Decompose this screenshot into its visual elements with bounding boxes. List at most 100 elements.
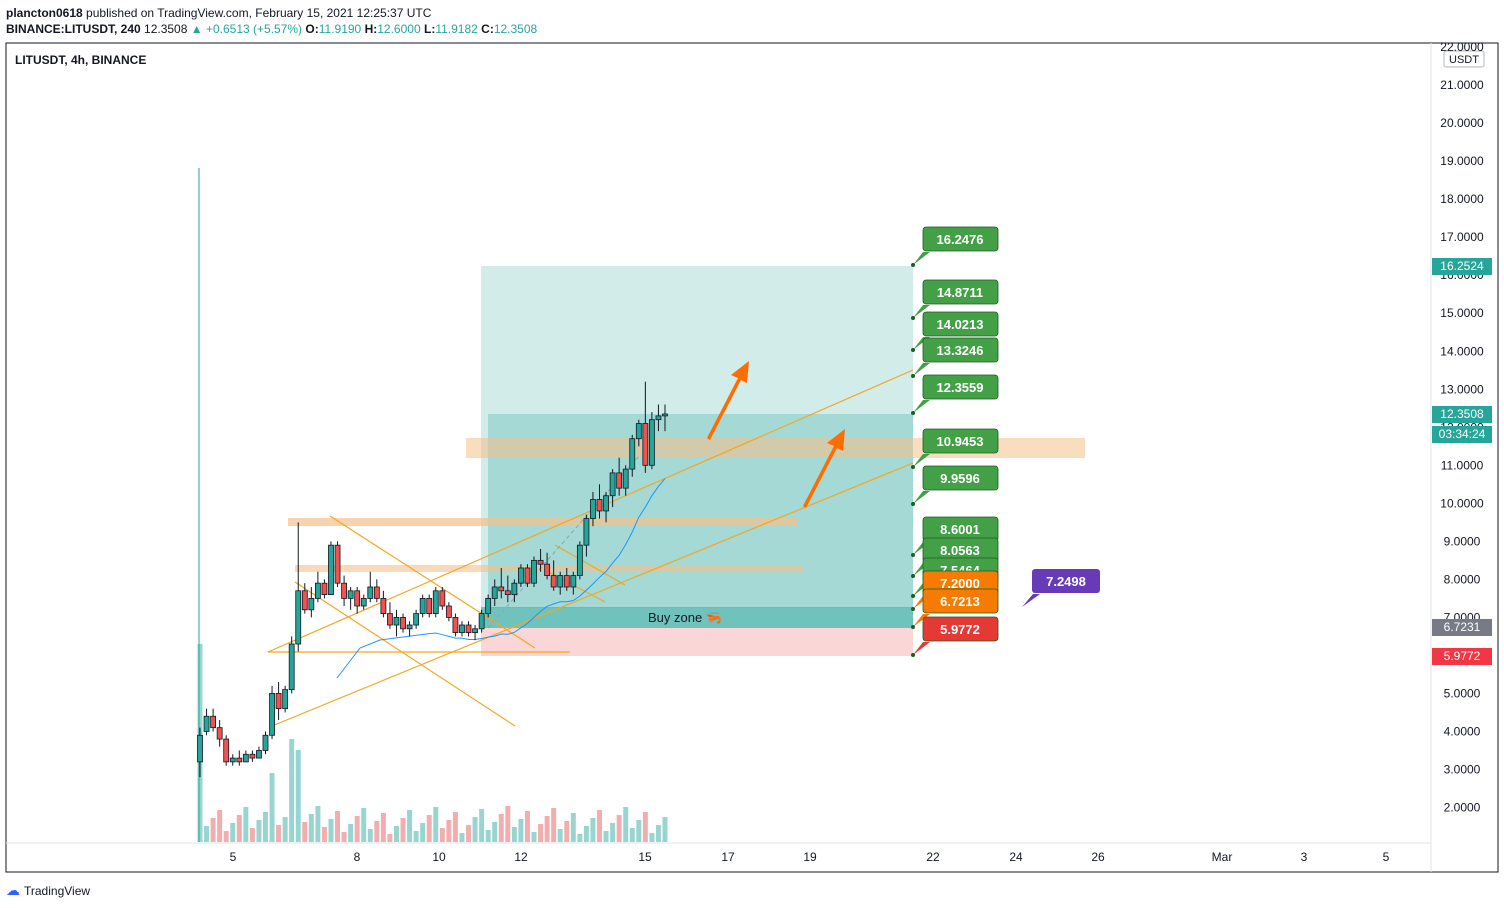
target-label-box [922,588,999,614]
target-label[interactable]: 13.3246 [911,337,999,378]
candle-body [203,715,210,732]
target-label[interactable]: 14.0213 [911,311,999,352]
candle-body [314,582,321,599]
candle-body [288,643,295,691]
volume-bar [570,813,576,842]
target-label[interactable]: 10.9453 [911,428,999,469]
candle-body [393,617,400,626]
publish-info: plancton0618 published on TradingView.co… [6,6,431,20]
footer-brand-text: TradingView [24,883,91,898]
candle-body [459,624,465,634]
volume-bar [610,823,616,842]
target-anchor-dot [911,594,915,598]
y-tick-label: 21.0000 [1440,78,1484,92]
volume-bar [564,821,570,842]
candle-body [360,597,367,607]
chart-legend-symbol: LITUSDT, 4h, BINANCE [15,53,146,67]
target-label[interactable]: 8.0563 [911,537,999,578]
volume-bar [400,818,406,842]
volume-bar [466,825,472,842]
y-tick-label: 19.0000 [1440,154,1484,168]
volume-bar [459,833,465,842]
candle-body [380,597,387,614]
candle-body [537,559,544,565]
target-label[interactable]: 5.9772 [911,616,999,657]
volume-bar [603,831,609,842]
volume-bar [413,831,419,842]
target-label[interactable]: 16.2476 [911,226,999,267]
volume-bar [662,817,668,842]
target-arrow-1 [707,361,749,440]
candle-body [622,468,629,489]
target-label[interactable]: 6.7213 [911,588,999,629]
target-label-text: 8.6001 [940,522,980,537]
candle-body [282,689,289,710]
y-tick-label: 10.0000 [1440,496,1484,510]
volume-bar [426,815,432,842]
target-label[interactable]: 14.8711 [911,279,999,320]
candle-body [432,590,439,614]
target-anchor-dot [911,574,915,578]
volume-bar [217,810,223,842]
x-tick-label: 26 [1091,850,1105,864]
target-anchor-dot [911,607,915,611]
candle-body [465,624,472,634]
target-label[interactable]: 8.6001 [911,516,999,557]
x-tick-label: 5 [1383,850,1390,864]
volume-bar [439,828,445,842]
y-tick-label: 2.0000 [1444,801,1481,815]
candle-body [328,544,334,595]
publish-date: published on TradingView.com, February 1… [86,6,432,20]
extra-label-box[interactable] [1032,569,1100,593]
low-label: L: [423,22,436,36]
volume-bar [616,815,622,842]
candle-body [275,693,282,710]
target-anchor-dot [911,411,915,415]
high-value: 12.6000 [377,22,421,36]
target-anchor-dot [911,465,915,469]
volume-bar [367,829,373,842]
volume-bar [597,810,603,842]
target-label[interactable]: 12.3559 [911,374,999,415]
target-anchor-dot [911,625,915,629]
candle-body [262,734,269,751]
volume-bar [492,822,498,842]
y-tick-label: 8.0000 [1444,572,1481,586]
volume-bar [243,807,249,842]
volume-bar [583,826,589,842]
candle-body [557,575,564,588]
target-anchor-dot [911,553,915,557]
volume-bar [498,814,504,842]
candle-body [662,413,668,417]
target-label[interactable]: 9.9596 [911,465,999,506]
target-anchor-dot [911,348,915,352]
buy-zone [481,607,913,628]
candle-body [655,415,662,421]
y-tick-label: 5.0000 [1444,686,1481,700]
candle-body [197,734,203,763]
price-axis-badge [1432,648,1492,665]
volume-bar [524,811,530,842]
candle-body [603,495,609,512]
target-anchor-dot [911,263,915,267]
footer-brand[interactable]: ☁ TradingView [6,882,90,899]
currency-box[interactable] [1443,50,1485,68]
candle-body [485,597,492,614]
candle-body [216,727,223,740]
candle-body [295,590,302,645]
close-value: 12.3508 [493,22,538,36]
x-tick-label: 15 [638,850,652,864]
last-price: 12.3508 [144,22,188,36]
extra-label-pointer [1022,594,1040,607]
target-label-text: 10.9453 [937,434,984,449]
candle-body [635,423,642,440]
publisher-name[interactable]: plancton0618 [6,6,83,20]
candle-body [341,582,347,599]
chart-frame [5,42,1499,873]
candle-body [229,757,236,763]
target-label-text: 14.8711 [937,285,983,300]
y-tick-label: 13.0000 [1440,382,1484,396]
candle-body [524,567,531,584]
target-label-box [922,374,999,400]
